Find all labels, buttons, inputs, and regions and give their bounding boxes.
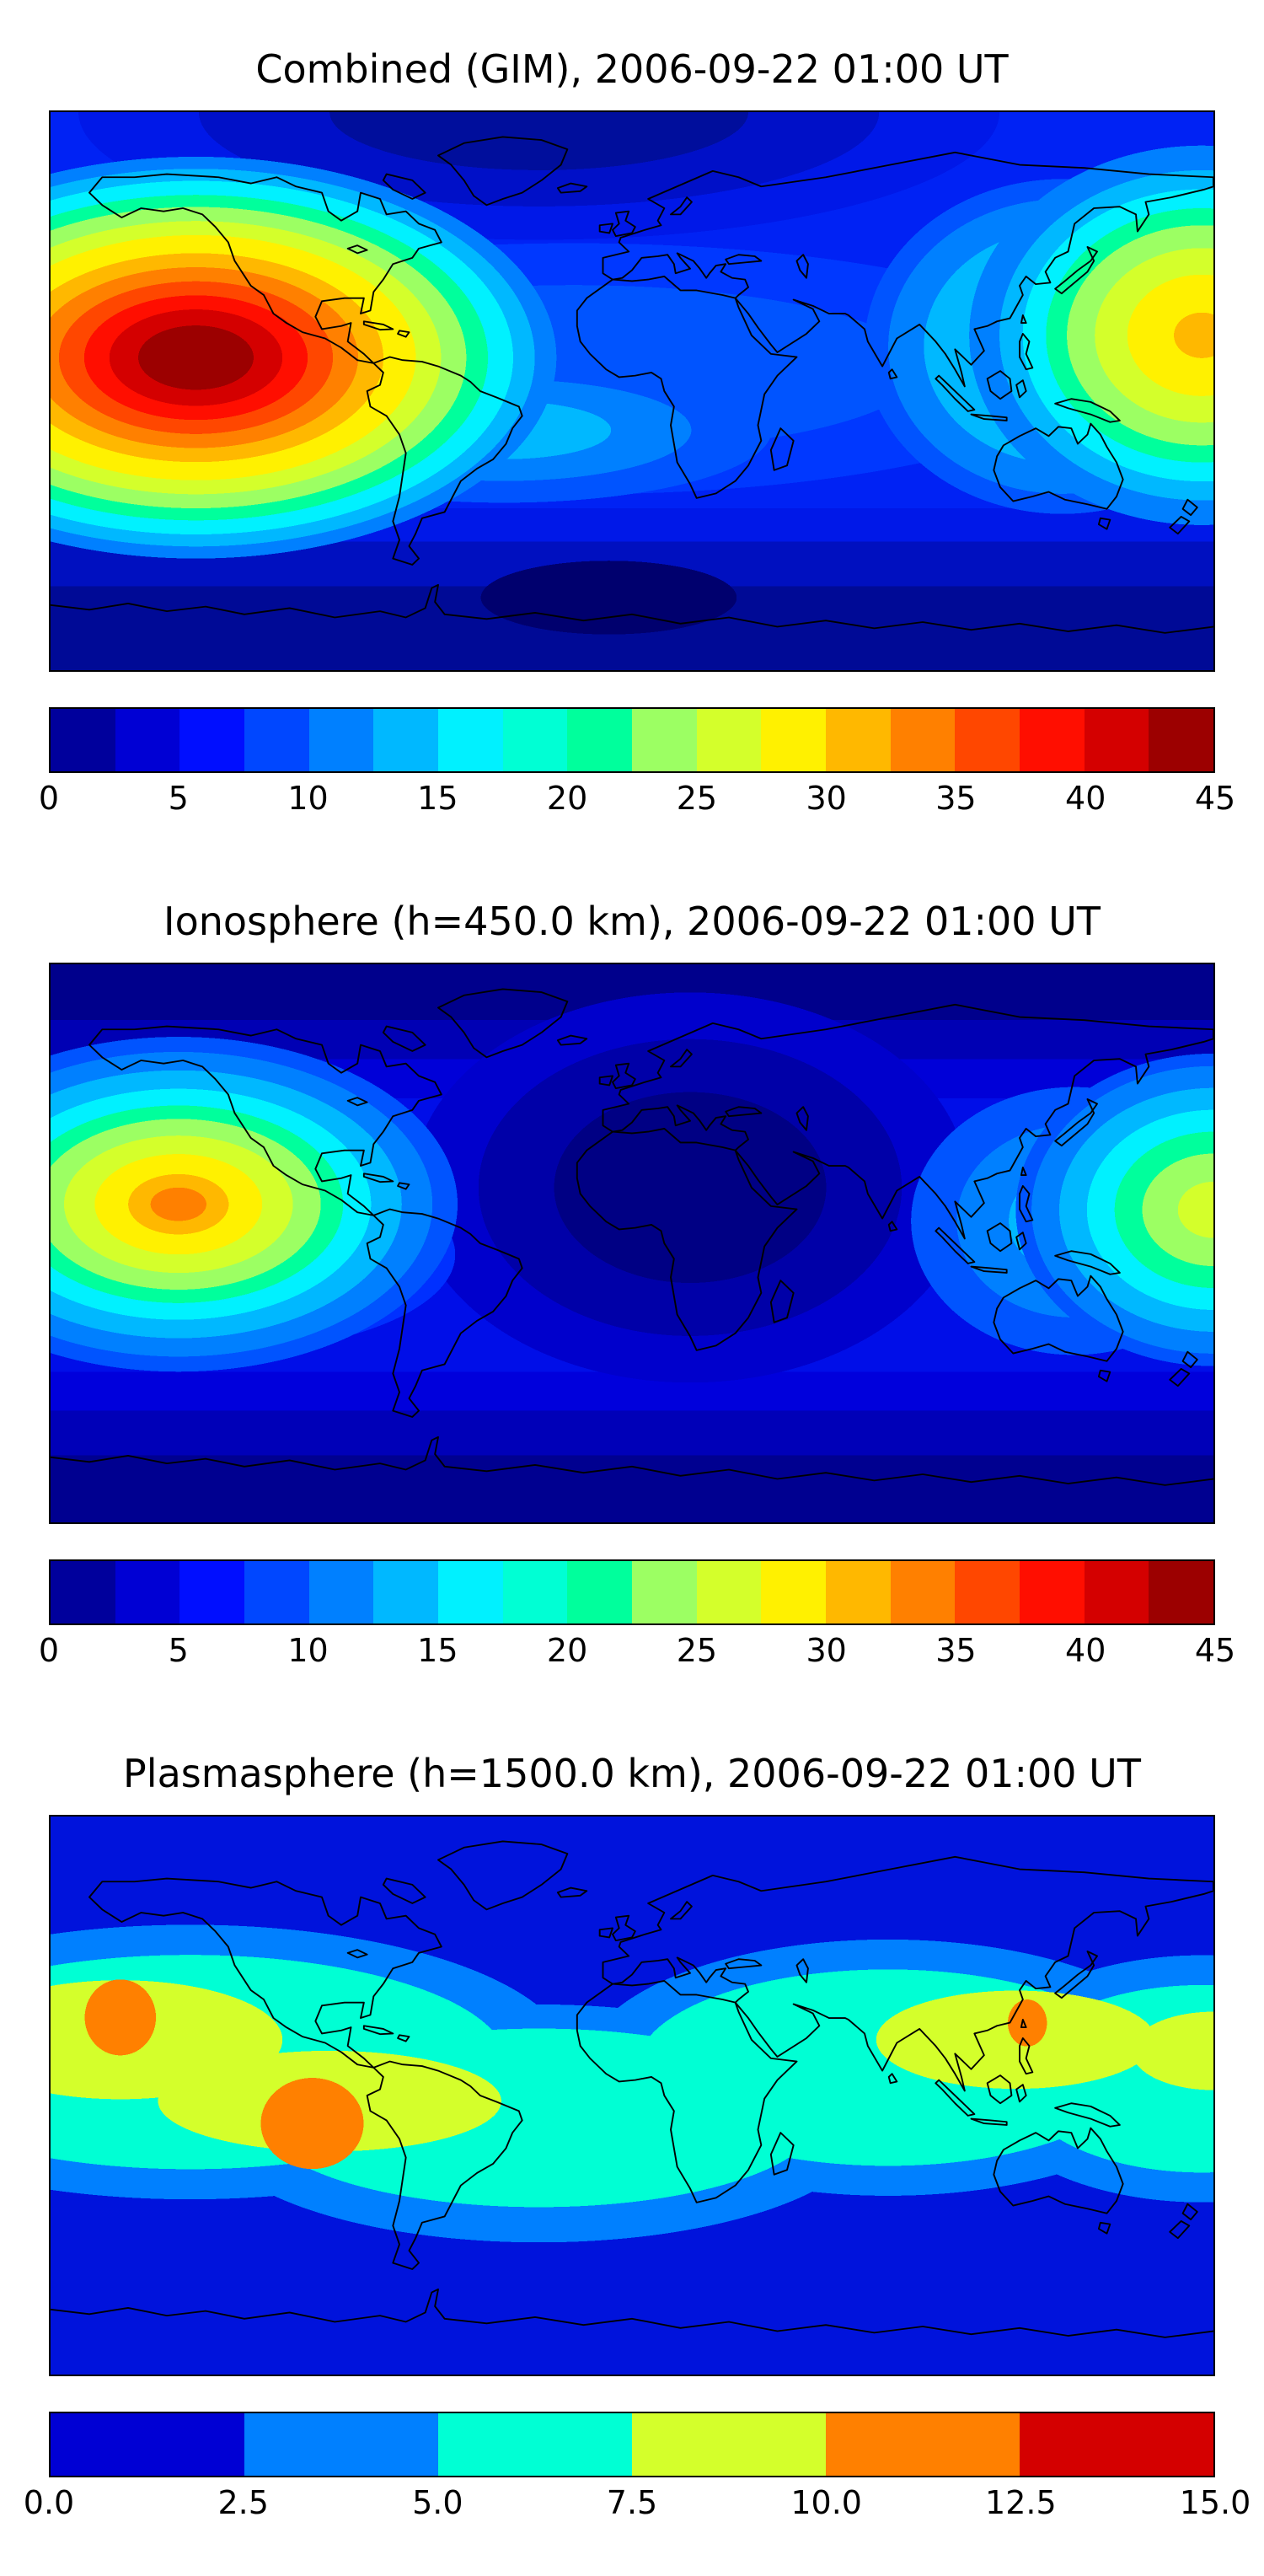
colorbar-cell: [761, 1560, 827, 1623]
colorbar-cell: [567, 708, 633, 771]
colorbar-tick-label: 30: [806, 779, 847, 817]
colorbar-cell: [179, 708, 245, 771]
colorbar-tick-label: 0: [38, 1631, 60, 1669]
colorbar-cell: [438, 708, 503, 771]
colorbar-cell: [115, 1560, 180, 1623]
colorbar-cell: [1020, 1560, 1085, 1623]
colorbar-cell: [890, 1560, 956, 1623]
colorbar-cell: [632, 1560, 697, 1623]
colorbar-cell: [244, 1560, 309, 1623]
colorbar-cell: [890, 708, 956, 771]
colorbar-cell: [1020, 2412, 1213, 2476]
colorbar-tick-label: 15: [417, 1631, 458, 1669]
colorbar-tick-label: 30: [806, 1631, 847, 1669]
colorbar-cell: [632, 708, 697, 771]
colorbar-cell: [308, 708, 374, 771]
colorbar-cell: [502, 708, 568, 771]
colorbar-tick-label: 45: [1194, 779, 1236, 817]
colorbar-tick-label: 0.0: [23, 2483, 75, 2521]
colorbar-cell: [632, 2412, 826, 2476]
colorbar-tick-label: 12.5: [985, 2483, 1057, 2521]
colorbar-ticks-plasmasphere: 0.0 2.5 5.0 7.5 10.0 12.5 15.0: [24, 2483, 1251, 2525]
world-coastlines: [51, 1840, 1213, 2338]
colorbar-ticks-ionosphere: 0 5 10 15 20 25 30 35 40 45: [39, 1631, 1235, 1672]
colorbar-tick-label: 5: [168, 779, 189, 817]
colorbar-ionosphere: [49, 1559, 1215, 1625]
panel-title-combined-gim: Combined (GIM), 2006-09-22 01:00 UT: [255, 46, 1009, 92]
panel-combined-gim: Combined (GIM), 2006-09-22 01:00 UT 0 5 10…: [0, 47, 1264, 820]
colorbar-cell: [438, 2412, 632, 2476]
colorbar-cell: [438, 1560, 503, 1623]
colorbar-cell: [502, 1560, 568, 1623]
colorbar-cell: [955, 708, 1020, 771]
world-coastlines: [51, 136, 1213, 634]
colorbar-cell: [826, 708, 891, 771]
colorbar-cell: [696, 708, 762, 771]
colorbar-cell: [567, 1560, 633, 1623]
colorbar-cell: [955, 1560, 1020, 1623]
colorbar-tick-label: 25: [676, 1631, 718, 1669]
colorbar-tick-label: 2.5: [217, 2483, 269, 2521]
colorbar-cell: [826, 2412, 1020, 2476]
colorbar-cell: [51, 2412, 244, 2476]
colorbar-tick-label: 10.0: [790, 2483, 862, 2521]
colorbar-cell: [373, 1560, 439, 1623]
colorbar-tick-label: 20: [546, 1631, 588, 1669]
colorbar-cell: [115, 708, 180, 771]
colorbar-cell: [244, 2412, 438, 2476]
colorbar-tick-label: 5.0: [412, 2483, 463, 2521]
colorbar-cell: [1084, 708, 1149, 771]
colorbar-cell: [1149, 1560, 1214, 1623]
colorbar-tick-label: 0: [38, 779, 60, 817]
world-coastlines: [51, 988, 1213, 1486]
tec-map-combined-gim: [49, 110, 1215, 672]
colorbar-cell: [51, 1560, 115, 1623]
colorbar-cell: [761, 708, 827, 771]
colorbar-cell: [373, 708, 439, 771]
panel-ionosphere: Ionosphere (h=450.0 km), 2006-09-22 01:0…: [0, 899, 1264, 1672]
colorbar-cell: [1149, 708, 1214, 771]
colorbar-tick-label: 45: [1194, 1631, 1236, 1669]
colorbar-tick-label: 20: [546, 779, 588, 817]
colorbar-tick-label: 15.0: [1179, 2483, 1251, 2521]
colorbar-cell: [51, 708, 115, 771]
colorbar-tick-label: 40: [1065, 779, 1106, 817]
colorbar-tick-label: 10: [287, 1631, 329, 1669]
tec-map-plasmasphere: [49, 1814, 1215, 2376]
colorbar-cell: [1020, 708, 1085, 771]
colorbar-tick-label: 5: [168, 1631, 189, 1669]
colorbar-cell: [244, 708, 309, 771]
colorbar-cell: [1084, 1560, 1149, 1623]
panel-plasmasphere: Plasmasphere (h=1500.0 km), 2006-09-22 0…: [0, 1750, 1264, 2525]
colorbar-tick-label: 15: [417, 779, 458, 817]
colorbar-plasmasphere: [49, 2411, 1215, 2477]
colorbar-ticks-combined-gim: 0 5 10 15 20 25 30 35 40 45: [39, 779, 1235, 820]
colorbar-cell: [696, 1560, 762, 1623]
colorbar-tick-label: 7.5: [606, 2483, 658, 2521]
colorbar-tick-label: 40: [1065, 1631, 1106, 1669]
colorbar-cell: [826, 1560, 891, 1623]
colorbar-tick-label: 25: [676, 779, 718, 817]
colorbar-cell: [308, 1560, 374, 1623]
colorbar-combined-gim: [49, 706, 1215, 773]
colorbar-tick-label: 10: [287, 779, 329, 817]
panel-title-ionosphere: Ionosphere (h=450.0 km), 2006-09-22 01:0…: [163, 898, 1101, 944]
colorbar-cell: [179, 1560, 245, 1623]
colorbar-tick-label: 35: [935, 779, 977, 817]
tec-map-ionosphere: [49, 962, 1215, 1524]
colorbar-tick-label: 35: [935, 1631, 977, 1669]
panel-title-plasmasphere: Plasmasphere (h=1500.0 km), 2006-09-22 0…: [123, 1750, 1141, 1796]
